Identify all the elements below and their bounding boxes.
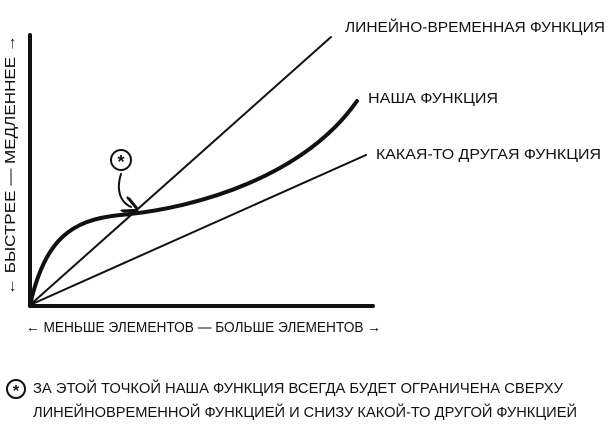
our-curve (28, 99, 359, 307)
other-line (29, 154, 367, 306)
linear-label: ЛИНЕЙНО-ВРЕМЕННАЯ ФУНКЦИЯ (345, 18, 605, 36)
x-axis-label: ← МЕНЬШЕ ЭЛЕМЕНТОВ — БОЛЬШЕ ЭЛЕМЕНТОВ → (26, 319, 381, 336)
footnote-circle (6, 379, 26, 399)
y-axis-label: ← БЫСТРЕЕ — МЕДЛЕННЕЕ → (2, 35, 19, 295)
ours-label: НАША ФУНКЦИЯ (368, 90, 498, 107)
linear-line (29, 36, 332, 306)
footnote-line: ЛИНЕЙНОВРЕМЕННОЙ ФУНКЦИЕЙ И СНИЗУ КАКОЙ-… (33, 403, 577, 421)
marker-circle (110, 149, 132, 171)
other-label: КАКАЯ-ТО ДРУГАЯ ФУНКЦИЯ (376, 146, 601, 163)
marker-symbol: * (117, 152, 124, 172)
footnote-line: ЗА ЭТОЙ ТОЧКОЙ НАША ФУНКЦИЯ ВСЕГДА БУДЕТ… (33, 379, 563, 397)
marker-arrow (117, 173, 131, 207)
footnote-marker: * (13, 383, 20, 400)
